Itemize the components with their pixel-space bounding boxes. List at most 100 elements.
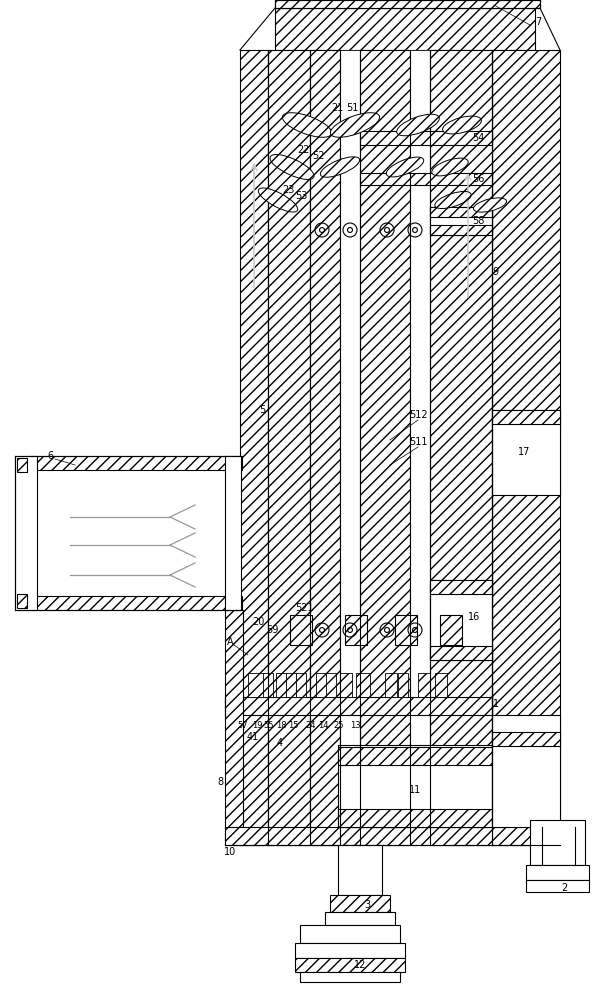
Text: 14: 14 — [318, 720, 328, 730]
Text: 512: 512 — [409, 410, 427, 420]
Bar — [430, 580, 492, 660]
Bar — [286, 673, 296, 697]
Ellipse shape — [270, 155, 314, 179]
Bar — [225, 610, 243, 845]
Text: 521: 521 — [296, 603, 314, 613]
Bar — [410, 50, 430, 845]
Text: 10: 10 — [224, 847, 236, 857]
Bar — [360, 131, 492, 145]
Text: A: A — [227, 637, 234, 647]
Ellipse shape — [330, 113, 380, 137]
Bar — [345, 615, 367, 645]
Ellipse shape — [442, 116, 482, 134]
Ellipse shape — [258, 188, 298, 212]
Bar — [430, 207, 492, 217]
Bar — [15, 456, 37, 610]
Bar — [430, 225, 492, 235]
Bar — [330, 895, 390, 912]
Bar — [430, 646, 492, 660]
Text: 57: 57 — [238, 720, 248, 730]
Text: 9: 9 — [492, 267, 498, 277]
Text: 51: 51 — [346, 103, 358, 113]
Bar — [316, 673, 328, 697]
Bar — [300, 972, 400, 982]
Bar — [385, 673, 397, 697]
Text: 511: 511 — [409, 437, 427, 447]
Text: 41: 41 — [247, 732, 259, 742]
Bar — [440, 615, 462, 645]
Text: 59: 59 — [266, 625, 278, 635]
Bar — [340, 50, 360, 845]
Bar — [263, 673, 273, 697]
Bar — [275, 8, 535, 50]
Text: 6: 6 — [47, 451, 53, 461]
Bar — [338, 845, 382, 895]
Text: 53: 53 — [295, 191, 307, 201]
Bar — [430, 580, 492, 594]
Text: 5: 5 — [259, 405, 265, 415]
Bar — [30, 596, 242, 610]
Ellipse shape — [320, 157, 359, 177]
Text: 4: 4 — [277, 738, 283, 748]
Bar — [248, 673, 264, 697]
Bar — [275, 0, 540, 8]
Text: 11: 11 — [409, 785, 421, 795]
Bar — [30, 456, 242, 470]
Text: 21: 21 — [331, 103, 343, 113]
Bar — [295, 958, 405, 972]
Text: 58: 58 — [472, 216, 484, 226]
Text: 24: 24 — [306, 720, 316, 730]
Bar — [492, 732, 560, 746]
Ellipse shape — [435, 191, 471, 209]
Text: 13: 13 — [350, 720, 361, 730]
Bar — [290, 615, 312, 645]
Text: 23: 23 — [282, 185, 294, 195]
Bar — [326, 673, 336, 697]
Bar — [360, 50, 410, 845]
Bar — [526, 865, 589, 880]
Text: 54: 54 — [472, 133, 484, 143]
Bar — [430, 207, 492, 235]
Bar — [240, 50, 268, 845]
Bar — [356, 673, 370, 697]
Bar — [225, 827, 560, 845]
Text: 1: 1 — [493, 699, 499, 709]
Bar — [338, 747, 492, 765]
Bar — [338, 809, 492, 827]
Bar — [492, 410, 560, 424]
Ellipse shape — [473, 198, 506, 212]
Bar — [492, 715, 560, 827]
Text: 55: 55 — [264, 720, 275, 730]
Text: 12: 12 — [354, 960, 366, 970]
Bar — [296, 673, 306, 697]
Text: 20: 20 — [252, 617, 264, 627]
Bar — [492, 50, 560, 845]
Text: 19: 19 — [252, 720, 262, 730]
Ellipse shape — [397, 114, 439, 136]
Ellipse shape — [432, 158, 468, 176]
Bar — [17, 594, 27, 608]
Bar — [325, 912, 395, 925]
Text: 2: 2 — [561, 883, 567, 893]
Text: 15: 15 — [288, 720, 298, 730]
Text: 3: 3 — [364, 900, 370, 910]
Text: 56: 56 — [472, 174, 484, 184]
Bar — [310, 50, 340, 845]
Text: 16: 16 — [468, 612, 480, 622]
Text: 17: 17 — [518, 447, 530, 457]
Bar — [435, 673, 447, 697]
Text: 52: 52 — [312, 151, 324, 161]
Bar — [225, 456, 241, 610]
Bar — [338, 745, 492, 827]
Text: 25: 25 — [334, 720, 344, 730]
Bar — [340, 673, 352, 697]
Bar — [295, 943, 405, 958]
Bar — [398, 673, 408, 697]
Bar — [526, 880, 589, 892]
Text: 18: 18 — [276, 720, 287, 730]
Bar — [268, 50, 310, 845]
Ellipse shape — [282, 113, 332, 137]
Bar — [276, 673, 286, 697]
Bar — [430, 50, 492, 845]
Bar — [395, 615, 417, 645]
